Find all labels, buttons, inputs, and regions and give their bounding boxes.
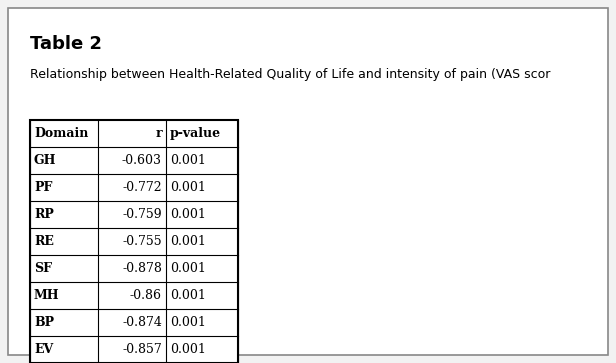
Text: 0.001: 0.001 — [170, 316, 206, 329]
Text: RP: RP — [34, 208, 54, 221]
Text: p-value: p-value — [170, 127, 221, 140]
Text: r: r — [155, 127, 162, 140]
Text: 0.001: 0.001 — [170, 289, 206, 302]
Text: GH: GH — [34, 154, 57, 167]
Text: -0.878: -0.878 — [122, 262, 162, 275]
Text: -0.857: -0.857 — [122, 343, 162, 356]
Text: -0.86: -0.86 — [130, 289, 162, 302]
Text: RE: RE — [34, 235, 54, 248]
Text: -0.874: -0.874 — [122, 316, 162, 329]
Text: 0.001: 0.001 — [170, 154, 206, 167]
Text: 0.001: 0.001 — [170, 181, 206, 194]
Bar — [30, 120, 238, 363]
Text: -0.759: -0.759 — [123, 208, 162, 221]
Text: Relationship between Health-Related Quality of Life and intensity of pain (VAS s: Relationship between Health-Related Qual… — [30, 68, 550, 81]
Text: 0.001: 0.001 — [170, 208, 206, 221]
Text: Table 2: Table 2 — [30, 35, 102, 53]
Text: -0.755: -0.755 — [123, 235, 162, 248]
Text: PF: PF — [34, 181, 52, 194]
FancyBboxPatch shape — [8, 8, 608, 355]
Text: SF: SF — [34, 262, 52, 275]
Text: -0.603: -0.603 — [122, 154, 162, 167]
Text: Domain: Domain — [34, 127, 88, 140]
Text: EV: EV — [34, 343, 53, 356]
Text: BP: BP — [34, 316, 54, 329]
Text: 0.001: 0.001 — [170, 343, 206, 356]
Text: -0.772: -0.772 — [123, 181, 162, 194]
Text: MH: MH — [34, 289, 60, 302]
Text: 0.001: 0.001 — [170, 235, 206, 248]
Text: 0.001: 0.001 — [170, 262, 206, 275]
